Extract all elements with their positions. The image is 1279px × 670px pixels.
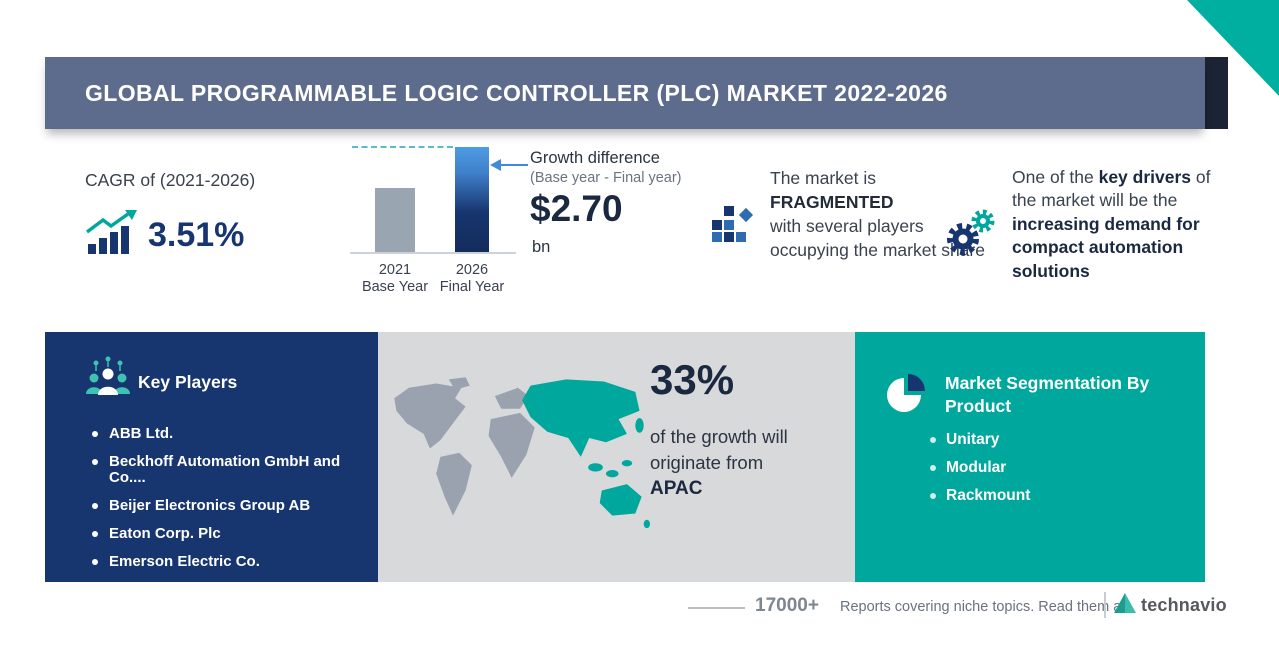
technavio-logo[interactable]: technavio [1114,593,1227,618]
bar-2021-base-year [375,188,415,252]
key-players-panel: Key Players ABB Ltd. Beckhoff Automation… [45,332,378,582]
fragmented-pre-text: The market is [770,168,876,188]
key-player-item: Emerson Electric Co. [92,554,378,570]
bar-2026-final-year [455,147,489,252]
key-driver-text: One of the key drivers of the market wil… [1012,166,1220,283]
key-driver-bold1: key drivers [1098,167,1192,187]
footer-divider-line [688,607,745,609]
growth-origin-panel: 33% of the growth will originate from AP… [378,332,855,582]
segmentation-title: Market Segmentation By Product [945,373,1150,416]
bar-sublabel-final-year: Final Year [439,279,505,295]
footer-tagline: Reports covering niche topics. Read them… [840,599,1126,615]
growth-arrow-icon [490,159,501,171]
technavio-wordmark: technavio [1141,595,1227,615]
key-player-item: Beckhoff Automation GmbH and Co.... [92,454,378,486]
bar-sublabel-base-year: Base Year [361,279,429,295]
segmentation-item: Rackmount [930,488,1030,504]
growth-difference-value: $2.70 [530,188,623,229]
fragmented-squares-icon [710,202,760,255]
fragmented-highlight-text: FRAGMENTED [770,192,894,213]
page-title: GLOBAL PROGRAMMABLE LOGIC CONTROLLER (PL… [85,79,948,106]
growth-difference-unit: bn [532,238,551,256]
footer-report-count: 17000+ [755,595,819,616]
growth-percent: 33% [650,356,735,403]
header-banner: GLOBAL PROGRAMMABLE LOGIC CONTROLLER (PL… [45,57,1205,129]
segmentation-panel: Market Segmentation By Product Unitary M… [855,332,1205,582]
segmentation-item: Unitary [930,432,1030,448]
gears-icon [942,206,1000,265]
chart-dashed-guide-line [352,146,453,148]
key-driver-mid: of the market will be the [1012,167,1211,211]
fragmented-post-text: with several players occupying the marke… [770,216,985,261]
key-player-item: Beijer Electronics Group AB [92,498,378,514]
segmentation-item: Modular [930,460,1030,476]
growth-difference-label: Growth difference [530,149,660,167]
triangle-logo-icon [1114,593,1136,618]
growth-difference-sublabel: (Base year - Final year) [530,170,682,186]
growth-origin-text: of the growth will originate from [650,426,788,474]
bar-label-year-2026: 2026 [455,262,489,278]
cagr-value: 3.51% [148,216,245,254]
world-map-apac-highlight [388,374,650,549]
market-structure-text: The market is FRAGMENTED with several pl… [770,166,988,263]
cagr-growth-chart-icon [85,210,137,261]
bar-label-year-2021: 2021 [378,262,412,278]
people-group-icon [81,354,135,411]
growth-region: APAC [650,478,703,499]
key-driver-pre: One of the [1012,167,1099,187]
key-driver-bold2: increasing demand for compact automation… [1012,213,1200,281]
key-players-list: ABB Ltd. Beckhoff Automation GmbH and Co… [92,426,378,582]
pie-chart-icon [883,370,929,421]
segmentation-list: Unitary Modular Rackmount [930,432,1030,516]
key-player-item: Eaton Corp. Plc [92,526,378,542]
key-player-item: ABB Ltd. [92,426,378,442]
growth-arrow-line [500,164,528,166]
cagr-label: CAGR of (2021-2026) [85,170,256,190]
key-players-title: Key Players [138,372,238,392]
footer-vertical-separator [1104,592,1106,618]
chart-baseline [350,252,516,254]
